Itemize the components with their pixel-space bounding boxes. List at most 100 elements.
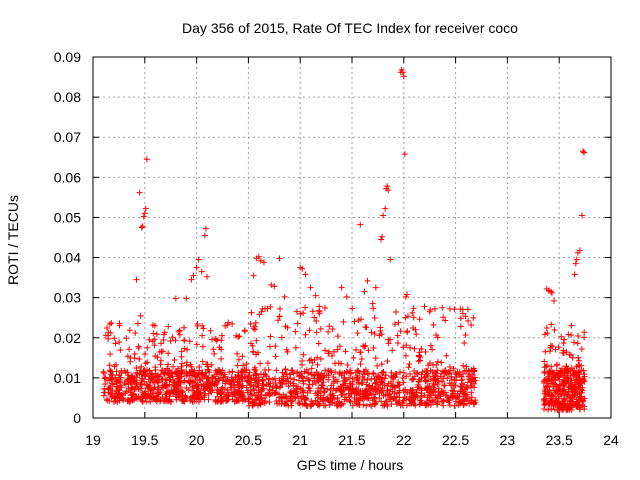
data-point	[238, 369, 245, 376]
data-point	[178, 353, 185, 360]
data-point	[140, 213, 147, 220]
data-point	[541, 405, 548, 412]
data-point	[206, 377, 213, 384]
data-point	[249, 402, 256, 409]
data-point	[203, 273, 210, 280]
data-point	[254, 402, 261, 409]
data-point	[234, 362, 241, 369]
y-tick-label: 0.03	[54, 290, 81, 306]
data-point	[149, 338, 156, 345]
data-point	[383, 401, 390, 408]
data-point	[246, 395, 253, 402]
data-point	[315, 378, 322, 385]
data-point	[272, 379, 279, 386]
data-point	[202, 390, 209, 397]
data-point	[569, 354, 576, 361]
data-point	[426, 360, 433, 367]
data-point	[247, 376, 254, 383]
data-point	[266, 386, 273, 393]
data-point	[399, 400, 406, 407]
data-point	[180, 397, 187, 404]
data-point	[353, 396, 360, 403]
data-point	[411, 345, 418, 352]
data-point	[446, 397, 453, 404]
data-point	[101, 385, 108, 392]
data-point	[155, 390, 162, 397]
data-point	[541, 378, 548, 385]
data-point	[242, 397, 249, 404]
data-point	[448, 377, 455, 383]
data-point	[564, 365, 571, 372]
data-point	[581, 371, 588, 378]
data-point	[268, 281, 275, 288]
data-point	[401, 151, 408, 158]
data-point	[164, 377, 171, 384]
data-point	[578, 346, 585, 353]
data-point	[126, 327, 133, 334]
data-point	[378, 378, 385, 385]
data-point	[376, 394, 383, 401]
data-point	[242, 367, 249, 374]
data-point	[318, 381, 325, 388]
data-point	[365, 370, 372, 377]
data-point	[126, 346, 133, 353]
y-tick-label: 0.05	[54, 209, 81, 225]
data-point	[194, 381, 201, 388]
data-point	[191, 367, 198, 374]
data-point	[365, 395, 372, 402]
data-point	[214, 386, 221, 393]
data-point	[375, 384, 382, 391]
data-point	[359, 396, 366, 403]
data-point	[371, 330, 378, 337]
data-point	[108, 390, 115, 397]
data-point	[433, 362, 440, 368]
data-point	[255, 253, 262, 260]
data-point	[246, 379, 253, 386]
data-point	[290, 388, 297, 395]
data-point	[305, 370, 312, 377]
x-tick-label: 23.5	[546, 432, 573, 448]
data-point	[464, 379, 471, 386]
data-point	[142, 360, 149, 367]
data-point	[326, 323, 333, 330]
data-point	[251, 323, 258, 330]
data-point	[197, 377, 204, 384]
data-point	[434, 358, 441, 365]
data-point	[151, 342, 158, 349]
data-point	[337, 383, 344, 390]
data-point	[363, 402, 370, 409]
data-point	[145, 383, 152, 390]
data-point	[146, 371, 153, 378]
data-point	[392, 321, 399, 328]
data-point	[359, 374, 366, 381]
data-point	[349, 402, 356, 409]
data-point	[327, 387, 334, 394]
data-point	[140, 367, 147, 374]
data-point	[340, 382, 347, 389]
data-point	[415, 378, 422, 385]
data-point	[443, 352, 450, 359]
data-point	[333, 386, 340, 393]
data-point	[171, 383, 178, 390]
data-point	[418, 387, 425, 394]
data-point	[171, 356, 178, 363]
data-point	[181, 337, 188, 344]
data-point	[254, 378, 261, 385]
data-point	[435, 377, 442, 384]
data-point	[129, 384, 136, 391]
data-point	[101, 389, 108, 396]
data-point	[114, 378, 121, 385]
data-point	[449, 390, 456, 397]
data-point	[114, 394, 121, 401]
data-point	[260, 382, 267, 389]
data-point	[568, 406, 575, 413]
data-point	[423, 368, 430, 375]
data-point	[250, 325, 257, 332]
data-point	[176, 378, 183, 385]
data-point	[414, 393, 421, 400]
data-point	[546, 399, 553, 406]
data-point	[338, 401, 345, 408]
data-point	[313, 329, 320, 336]
data-point	[218, 346, 225, 353]
data-point	[397, 369, 404, 376]
